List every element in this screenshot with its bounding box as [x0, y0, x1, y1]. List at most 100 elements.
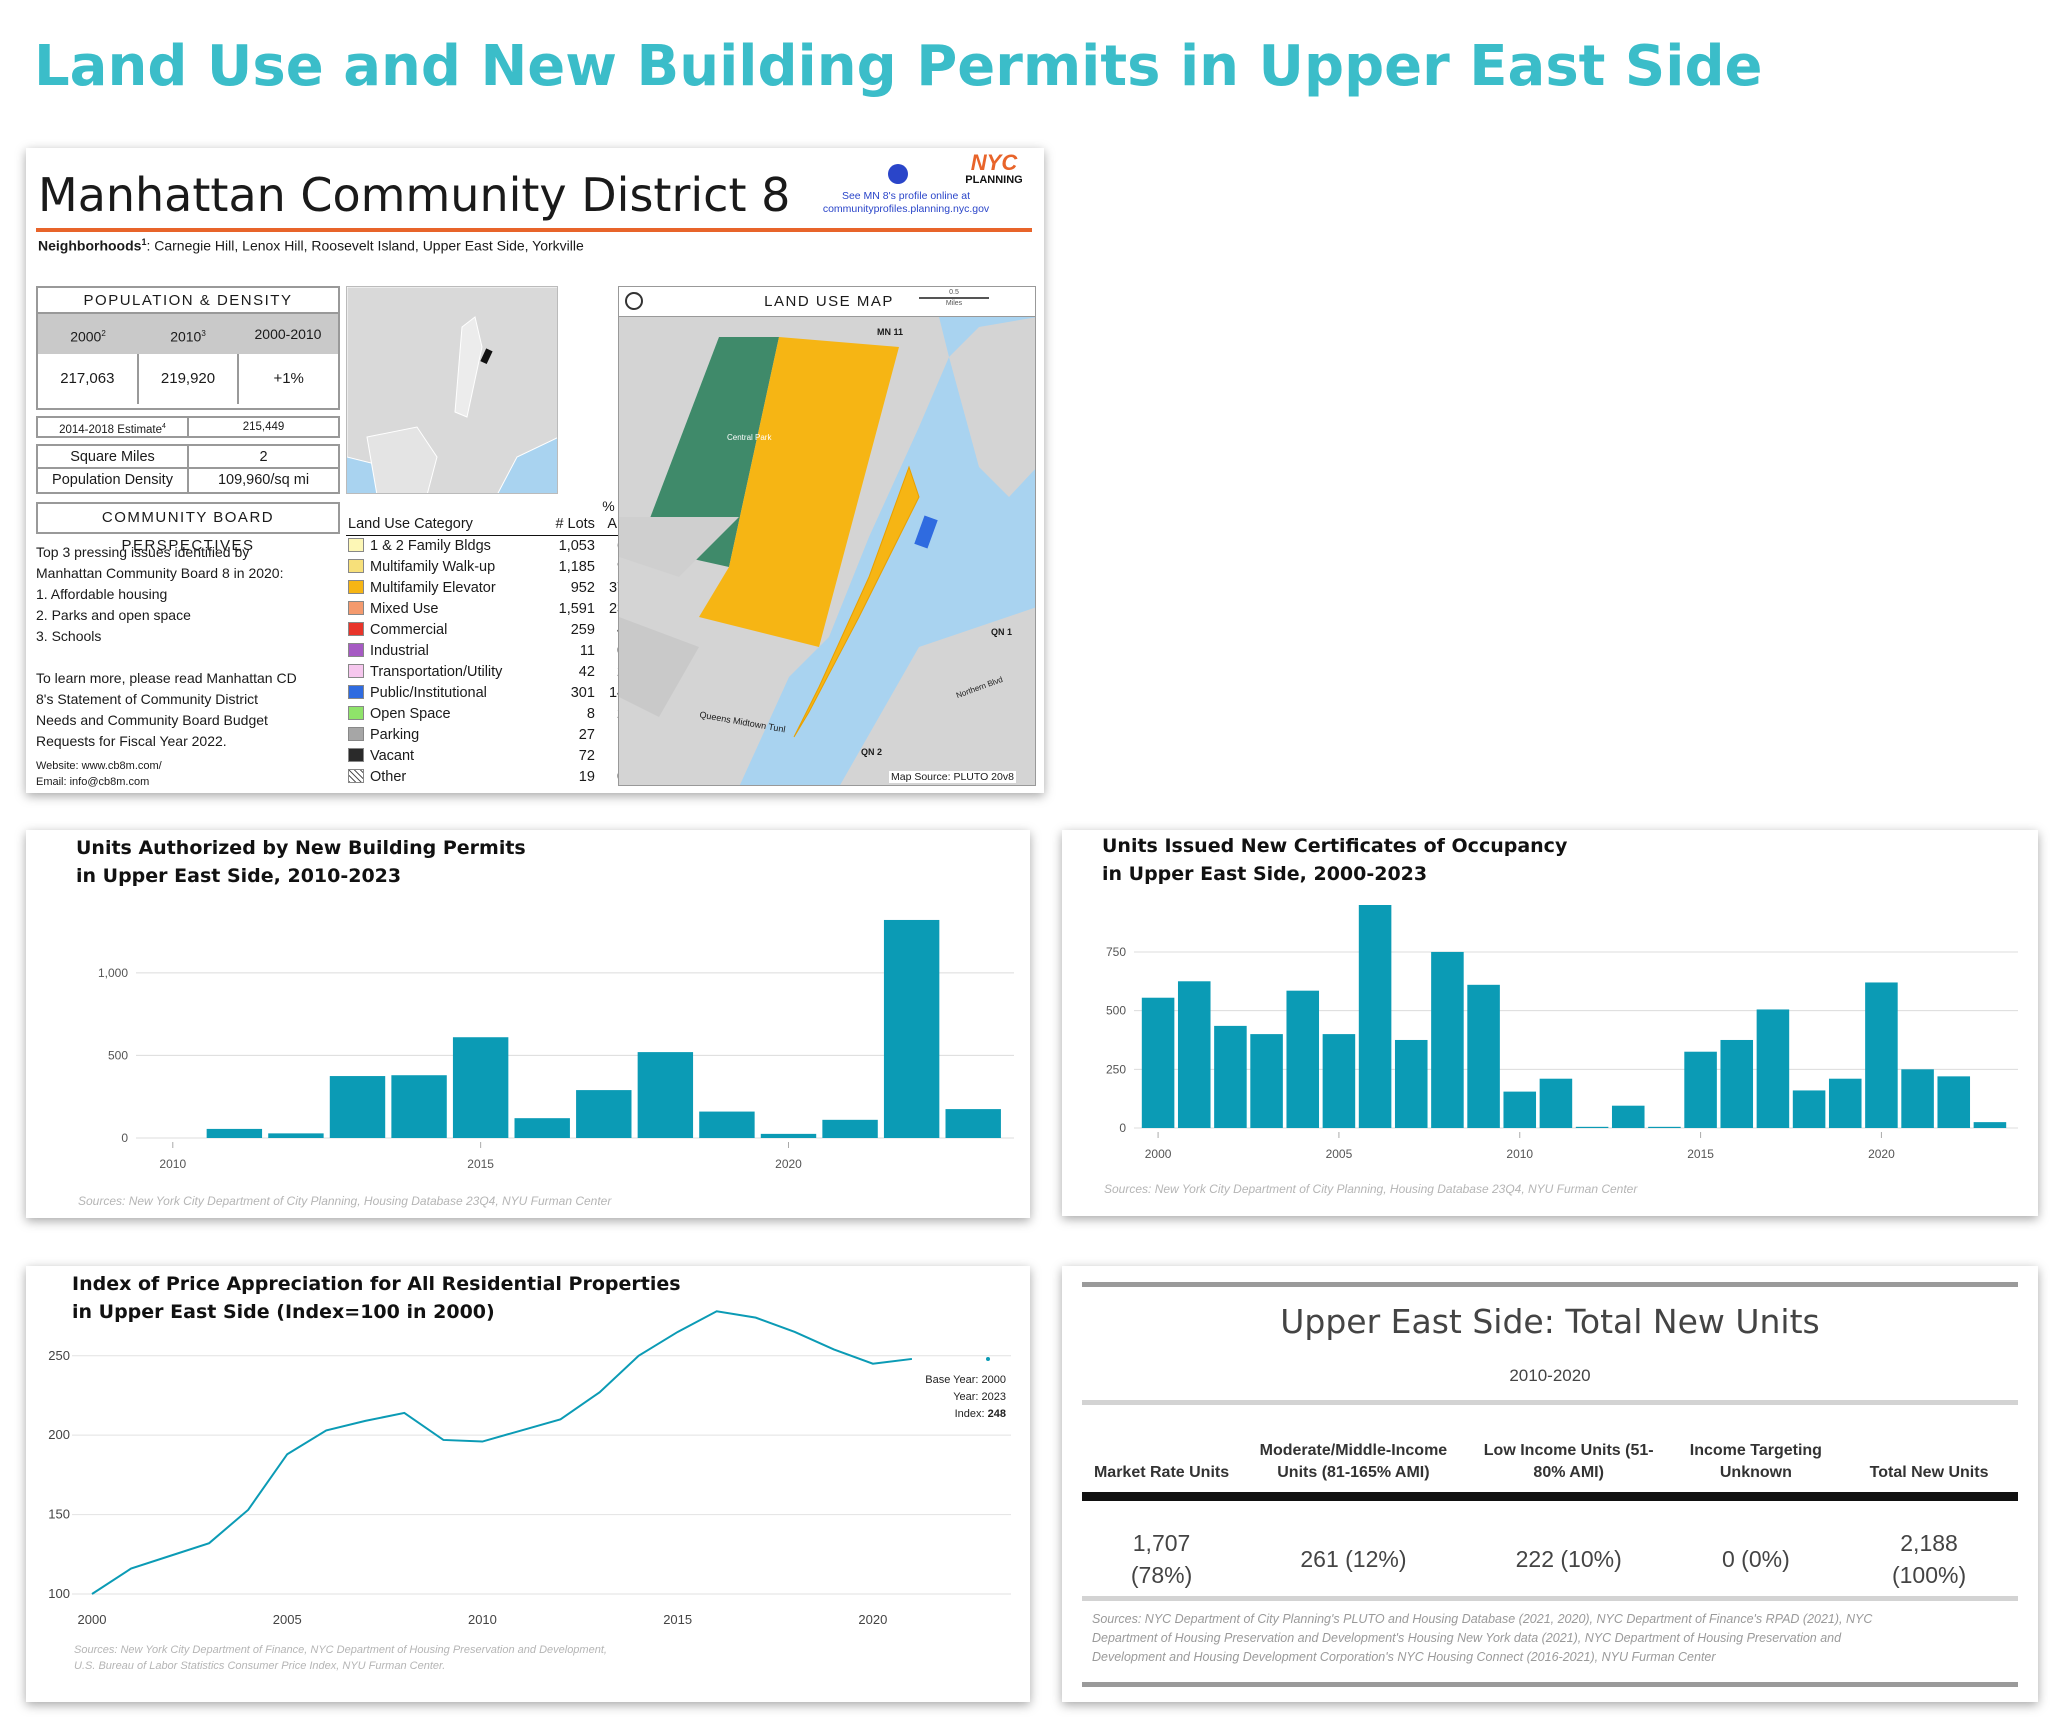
- x-tick-label: 2005: [273, 1612, 302, 1627]
- land-use-lots: 19: [578, 768, 595, 785]
- y-tick-label: 0: [121, 1131, 128, 1145]
- bar: [1792, 1090, 1826, 1128]
- bar: [329, 1076, 386, 1138]
- bar: [1394, 1039, 1428, 1128]
- land-use-swatch: [348, 600, 364, 615]
- online-note[interactable]: See MN 8's profile online at communitypr…: [796, 190, 1016, 216]
- tooltip-base: Base Year: 2000: [925, 1374, 1006, 1386]
- tnu-header-low: Low Income Units (51-80% AMI): [1483, 1441, 1654, 1481]
- tnu-rule-3: [1082, 1596, 2018, 1601]
- x-tick-label: 2010: [468, 1612, 497, 1627]
- land-use-swatch: [348, 558, 364, 573]
- estimate-value: 215,449: [242, 421, 285, 433]
- neighborhoods: Neighborhoods1: Carnegie Hill, Lenox Hil…: [38, 237, 584, 254]
- price-title-line-2: in Upper East Side (Index=100 in 2000): [72, 1301, 495, 1323]
- title-rule: [36, 228, 1032, 232]
- y-tick-label: 750: [1106, 945, 1126, 959]
- tooltip-year: Year: 2023: [953, 1391, 1006, 1403]
- bar: [1286, 990, 1320, 1128]
- bar: [1756, 1009, 1790, 1128]
- cbp-email[interactable]: Email: info@cb8m.com: [36, 776, 150, 788]
- tnu-source-line-1: Sources: NYC Department of City Planning…: [1092, 1612, 1873, 1626]
- land-use-row: Commercial2594%: [346, 619, 640, 640]
- population-sup-2010: 3: [201, 329, 206, 338]
- cbp-line: 1. Affordable housing: [36, 586, 168, 602]
- x-tick-label: 2015: [467, 1157, 494, 1171]
- land-use-category: Parking: [370, 726, 420, 743]
- permits-title-line-1: Units Authorized by New Building Permits: [76, 837, 526, 859]
- bar: [1539, 1078, 1573, 1128]
- land-use-category: Transportation/Utility: [370, 663, 503, 680]
- price-source-line-1: Sources: New York City Department of Fin…: [74, 1644, 607, 1656]
- price-title-line-1: Index of Price Appreciation for All Resi…: [72, 1273, 681, 1295]
- population-values: 217,063 219,920 +1%: [38, 354, 338, 404]
- co-chart-source: Sources: New York City Department of Cit…: [1104, 1182, 1638, 1196]
- scale-value: 0.5: [949, 289, 959, 296]
- map-scale: 0.5 Miles: [919, 289, 989, 307]
- bar: [1431, 951, 1464, 1128]
- price-source-line-2: U.S. Bureau of Labor Statistics Consumer…: [74, 1660, 446, 1672]
- land-use-row: Parking271%: [346, 724, 640, 745]
- tnu-table: Market Rate Units Moderate/Middle-Income…: [1082, 1414, 2018, 1618]
- tnu-market-pct: (78%): [1130, 1562, 1193, 1589]
- x-tick-label: 2015: [663, 1612, 692, 1627]
- cbp-line: Top 3 pressing issues identified by: [36, 544, 250, 560]
- neighborhoods-label: Neighborhoods: [38, 237, 142, 254]
- district-profile-card: Manhattan Community District 8 NYC PLANN…: [26, 148, 1044, 793]
- sqmi-label: Square Miles: [38, 446, 189, 467]
- tooltip-index-value: 248: [987, 1408, 1006, 1420]
- tnu-value-moderate: 261 (12%): [1300, 1546, 1407, 1573]
- land-use-category: Multifamily Elevator: [370, 579, 496, 596]
- co-title-line-2: in Upper East Side, 2000-2023: [1102, 863, 1428, 885]
- price-index-point: [986, 1356, 990, 1361]
- population-2010-value: 219,920: [139, 354, 240, 404]
- bar: [1467, 984, 1500, 1128]
- land-use-lots: 952: [570, 579, 595, 596]
- map-label-mn11: MN 11: [877, 327, 904, 337]
- tnu-title: Upper East Side: Total New Units: [1280, 1302, 1820, 1341]
- tnu-source: Sources: NYC Department of City Planning…: [1092, 1610, 1872, 1667]
- cbp-line: 2. Parks and open space: [36, 607, 191, 623]
- tnu-rule-2: [1082, 1400, 2018, 1405]
- land-use-lots: 42: [578, 663, 595, 680]
- scale-unit: Miles: [945, 300, 963, 307]
- cbp-more-line: To learn more, please read Manhattan CD: [36, 670, 297, 686]
- land-use-swatch: [348, 705, 364, 720]
- land-use-category: Industrial: [370, 642, 429, 659]
- bar: [1648, 1126, 1681, 1128]
- area-density-box: Square Miles 2 Population Density 109,96…: [36, 444, 340, 494]
- permits-chart-plot: 0 500 1,000 2010 2015 2020: [98, 919, 1014, 1171]
- tnu-value-low: 222 (10%): [1515, 1546, 1622, 1573]
- x-tick-label: 2020: [858, 1612, 887, 1627]
- bar: [822, 1119, 878, 1138]
- total-units-card: Upper East Side: Total New Units 2010-20…: [1062, 1266, 2038, 1702]
- cbp-website[interactable]: Website: www.cb8m.com/: [36, 760, 162, 772]
- bar: [452, 1037, 509, 1138]
- tnu-header-moderate: Moderate/Middle-Income Units (81-165% AM…: [1259, 1441, 1448, 1481]
- co-title-line-1: Units Issued New Certificates of Occupan…: [1102, 835, 1568, 857]
- cbp-line: Manhattan Community Board 8 in 2020:: [36, 565, 284, 581]
- cbp-more-line: Needs and Community Board Budget: [36, 712, 268, 728]
- land-use-lots: 301: [570, 684, 595, 701]
- logo-line-1: NYC: [970, 150, 1018, 175]
- land-use-swatch: [348, 726, 364, 741]
- tnu-value-total: 2,188 (100%): [1840, 1496, 2018, 1618]
- map-label-qn1: QN 1: [991, 627, 1013, 637]
- monitor-icon: [888, 164, 908, 184]
- population-year-2000: 2000: [70, 328, 102, 345]
- lu-header-lots: # Lots: [555, 516, 595, 533]
- x-tick-label: 2000: [78, 1612, 107, 1627]
- estimate-label: 2014-2018 Estimate: [59, 423, 163, 436]
- co-chart-plot: 0 250 500 750 2000 2005 2010 2015 2020: [1106, 905, 2018, 1161]
- price-chart-card: Index of Price Appreciation for All Resi…: [26, 1266, 1030, 1702]
- bar: [268, 1133, 324, 1138]
- x-tick-label: 2020: [775, 1157, 802, 1171]
- estimate-sup: 4: [162, 423, 166, 430]
- map-label-qn2: QN 2: [861, 747, 883, 757]
- land-use-swatch: [348, 621, 364, 636]
- tnu-top-rule: [1082, 1282, 2018, 1287]
- online-note-link[interactable]: communityprofiles.planning.nyc.gov: [822, 203, 990, 215]
- density-label: Population Density: [38, 469, 189, 492]
- logo-line-2: PLANNING: [965, 174, 1023, 186]
- online-note-line-1: See MN 8's profile online at: [841, 190, 971, 202]
